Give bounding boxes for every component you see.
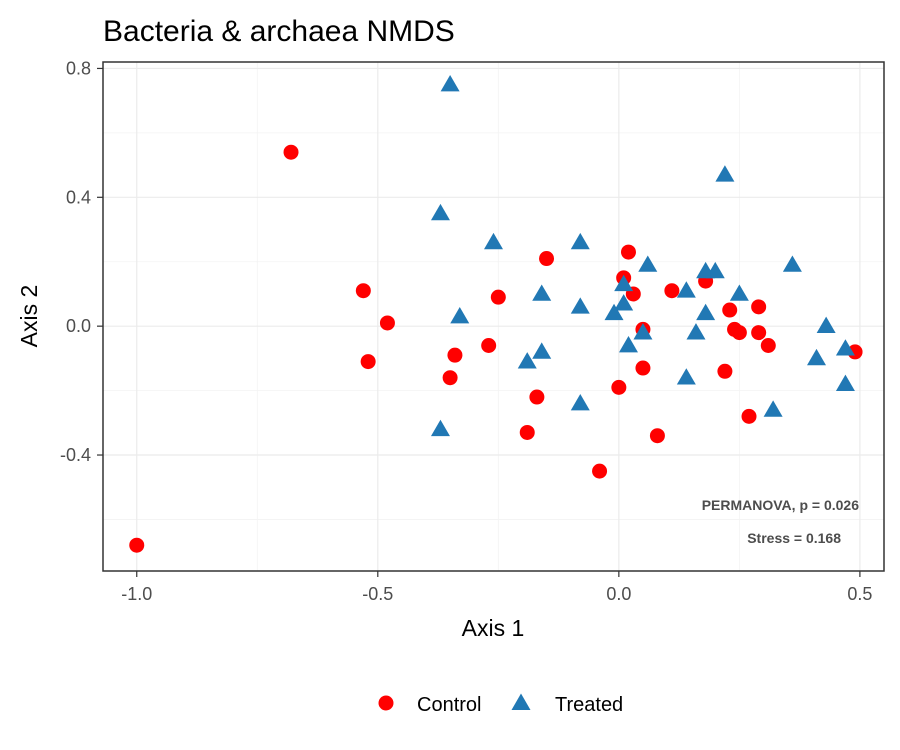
treated-point: [532, 342, 552, 359]
treated-point: [676, 281, 696, 298]
x-tick-label: 0.5: [847, 584, 872, 604]
treated-point: [517, 352, 537, 369]
treated-point: [782, 255, 802, 272]
control-point: [283, 144, 299, 160]
data-points: [129, 75, 863, 553]
treated-point: [676, 368, 696, 385]
treated-point: [715, 165, 735, 182]
control-point: [592, 463, 608, 479]
treated-point: [638, 255, 658, 272]
x-tick-label: -1.0: [121, 584, 152, 604]
treated-point: [570, 393, 590, 411]
treated-point: [835, 339, 855, 356]
axis-ticks: -1.0 -0.5 0.0 0.5 -0.4 0.0 0.4 0.8: [60, 58, 872, 604]
control-point: [129, 537, 145, 553]
treated-point: [450, 307, 470, 324]
control-point: [519, 424, 535, 440]
control-point: [611, 379, 627, 395]
control-point: [379, 315, 395, 331]
legend: Control Treated: [378, 693, 623, 716]
treated-point: [835, 374, 855, 391]
control-point: [664, 283, 680, 299]
gridlines: [103, 62, 884, 571]
treated-point: [763, 400, 783, 417]
y-tick-label: 0.4: [66, 187, 91, 207]
control-point: [760, 337, 776, 353]
legend-control-label: Control: [417, 694, 481, 716]
control-point: [649, 428, 665, 444]
treated-point: [484, 232, 503, 250]
treated-point: [614, 274, 634, 292]
treated-point: [807, 348, 827, 366]
control-point: [751, 299, 767, 315]
control-point: [847, 344, 863, 360]
treated-point: [705, 261, 725, 279]
treated-point: [633, 323, 653, 340]
treated-point: [696, 303, 716, 321]
control-point: [442, 370, 458, 386]
treated-point: [570, 232, 590, 250]
control-point: [635, 360, 651, 376]
x-tick-label: -0.5: [362, 584, 393, 604]
treated-point: [430, 203, 450, 221]
y-tick-label: -0.4: [60, 445, 91, 465]
control-point: [717, 363, 733, 379]
x-tick-label: 0.0: [606, 584, 631, 604]
control-point: [481, 337, 497, 353]
treated-point: [440, 75, 460, 92]
treated-point: [618, 335, 638, 353]
control-point: [620, 244, 636, 260]
control-point: [447, 347, 463, 363]
treated-point: [686, 323, 706, 340]
control-point: [355, 283, 371, 299]
treated-point: [614, 294, 634, 311]
control-point: [539, 251, 555, 267]
control-point: [741, 408, 757, 424]
legend-treated-marker: [511, 693, 531, 710]
chart-title: Bacteria & archaea NMDS: [103, 15, 455, 48]
y-axis-title: Axis 2: [16, 285, 42, 348]
y-tick-label: 0.8: [66, 58, 91, 78]
treated-point: [570, 297, 590, 314]
treated-point: [430, 419, 450, 437]
y-tick-label: 0.0: [66, 316, 91, 336]
treated-point: [604, 303, 624, 321]
control-point: [751, 325, 767, 341]
treated-point: [729, 284, 749, 301]
control-point: [360, 354, 376, 370]
plot-panel: [102, 61, 885, 572]
control-point: [490, 289, 506, 305]
control-point: [731, 325, 747, 341]
permanova-annotation: PERMANOVA, p = 0.026: [702, 497, 860, 513]
treated-point: [532, 284, 552, 301]
stress-annotation: Stress = 0.168: [747, 530, 841, 546]
x-axis-title: Axis 1: [462, 615, 525, 641]
control-point: [722, 302, 738, 318]
legend-control-marker: [378, 695, 394, 711]
treated-point: [816, 316, 836, 334]
control-point: [529, 389, 545, 405]
legend-treated-label: Treated: [555, 694, 623, 716]
